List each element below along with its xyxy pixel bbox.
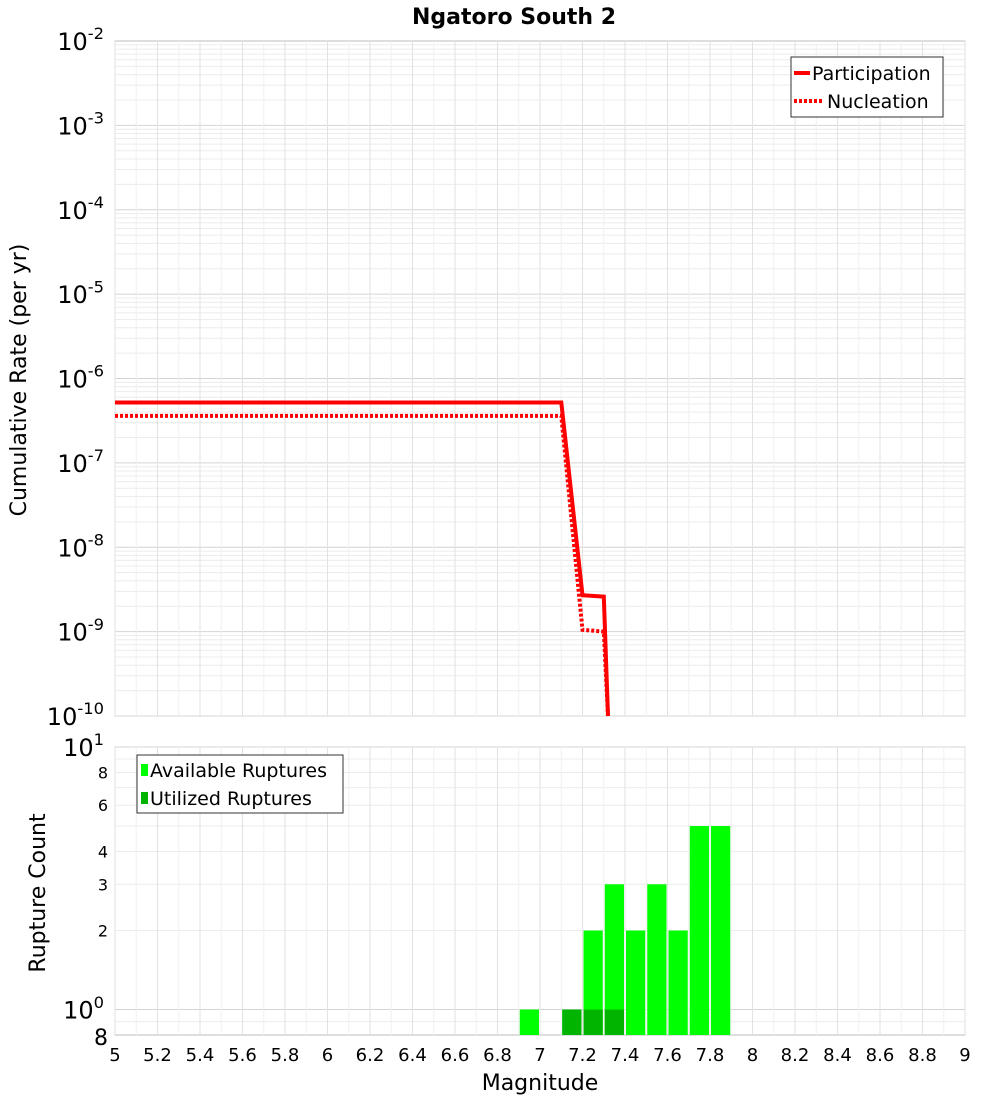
x-tick-label: 8.6 xyxy=(866,1045,895,1066)
rate-y-tick-label-base: 10 xyxy=(57,534,88,562)
rate-legend-box xyxy=(790,56,944,118)
x-ticks: 5 5.2 5.4 5.6 5.8 6 6.2 6.4 6.6 6.8 7 7.2 7.4 7.6 7.8 8… xyxy=(109,1045,970,1066)
count-y-tick-label-major-exp: 1 xyxy=(94,730,104,749)
x-tick-label: 6.8 xyxy=(483,1045,512,1066)
rate-y-tick-label: 10-3 xyxy=(57,109,104,141)
count-y-tick-label-minor: 3 xyxy=(98,875,108,894)
rate-y-tick-label-exp: -7 xyxy=(88,446,104,465)
rate-y-tick-label: 10-9 xyxy=(57,615,104,647)
count-y-tick-label-major: 101 xyxy=(63,730,104,762)
utilized-rupture-bar xyxy=(604,1009,624,1035)
count-grid xyxy=(114,746,966,1035)
count-y-axis-label: Rupture Count xyxy=(26,813,51,973)
x-tick-label: 5.4 xyxy=(186,1045,215,1066)
rate-y-tick-label: 10-4 xyxy=(57,193,104,225)
count-legend-box xyxy=(136,754,344,814)
count-y-tick-label-major-base: 10 xyxy=(63,734,94,762)
count-y-tick-label-bottom: 8 xyxy=(94,1026,108,1051)
count-y-tick-label-major: 100 xyxy=(63,993,104,1025)
count-y-tick-label-minor: 8 xyxy=(98,763,108,782)
x-tick-label: 5.6 xyxy=(228,1045,257,1066)
rate-y-tick-label: 10-10 xyxy=(47,699,104,731)
available-rupture-bar xyxy=(647,884,667,1035)
rate-grid xyxy=(114,41,966,717)
rate-series xyxy=(115,400,610,717)
available-rupture-bar xyxy=(604,884,624,1035)
count-y-tick-label-major-exp: 0 xyxy=(94,993,104,1012)
x-tick-label: 6 xyxy=(322,1045,333,1066)
available-rupture-bar xyxy=(626,930,646,1035)
rate-y-tick-label-exp: -8 xyxy=(88,530,104,549)
count-y-tick-label-minor: 6 xyxy=(98,796,108,815)
x-tick-label: 7 xyxy=(534,1045,545,1066)
available-rupture-bar xyxy=(668,930,688,1035)
rate-series-nucleation-line xyxy=(115,413,610,717)
rate-y-tick-label: 10-2 xyxy=(57,24,104,56)
x-tick-label: 7.4 xyxy=(611,1045,640,1066)
rate-y-tick-label-exp: -6 xyxy=(88,362,104,381)
rate-y-tick-label: 10-7 xyxy=(57,446,104,478)
legend-available-swatch xyxy=(141,764,148,776)
rate-y-tick-label-base: 10 xyxy=(57,197,88,225)
x-tick-label: 7.8 xyxy=(696,1045,725,1066)
legend-utilized-label: Utilized Ruptures xyxy=(150,788,312,810)
rate-y-tick-label-exp: -4 xyxy=(88,193,104,212)
rate-y-tick-label-exp: -9 xyxy=(88,615,104,634)
rate-y-tick-label: 10-5 xyxy=(57,277,104,309)
x-tick-label: 5.8 xyxy=(271,1045,300,1066)
available-rupture-bar xyxy=(689,826,709,1035)
x-tick-label: 8 xyxy=(747,1045,758,1066)
legend-available-label: Available Ruptures xyxy=(150,760,327,782)
rate-y-tick-label-base: 10 xyxy=(57,281,88,309)
rate-y-tick-label-exp: -5 xyxy=(88,277,104,296)
legend-utilized-swatch xyxy=(141,792,148,804)
count-legend: Available Ruptures Utilized Ruptures xyxy=(136,754,344,814)
legend-participation-label: Participation xyxy=(812,63,931,85)
available-rupture-bar xyxy=(711,826,731,1035)
rate-y-tick-label-base: 10 xyxy=(57,366,88,394)
chart-title: Ngatoro South 2 xyxy=(412,5,616,30)
available-rupture-bar xyxy=(519,1009,539,1035)
legend-nucleation-label: Nucleation xyxy=(827,91,929,113)
count-y-tick-label-minor: 2 xyxy=(98,922,108,941)
count-bars xyxy=(519,826,731,1035)
x-tick-label: 8.4 xyxy=(823,1045,852,1066)
rate-y-tick-label: 10-8 xyxy=(57,530,104,562)
rate-y-tick-label-exp: -10 xyxy=(77,699,104,718)
x-tick-label: 8.2 xyxy=(781,1045,810,1066)
rate-y-tick-label-base: 10 xyxy=(57,450,88,478)
x-tick-label: 7.2 xyxy=(568,1045,597,1066)
rate-y-axis-label: Cumulative Rate (per yr) xyxy=(7,244,32,517)
utilized-rupture-bar xyxy=(562,1009,582,1035)
rate-y-tick-label-base: 10 xyxy=(57,112,88,140)
rate-y-tick-label-exp: -2 xyxy=(88,24,104,43)
x-tick-label: 6.6 xyxy=(441,1045,470,1066)
rate-legend: Participation Nucleation xyxy=(790,56,944,118)
utilized-rupture-bar xyxy=(583,1009,603,1035)
x-tick-label: 6.2 xyxy=(356,1045,385,1066)
x-axis-label: Magnitude xyxy=(482,1071,599,1096)
rate-y-tick-label-base: 10 xyxy=(47,703,78,731)
count-y-tick-label-minor: 4 xyxy=(98,842,108,861)
x-tick-label: 7.6 xyxy=(653,1045,682,1066)
x-tick-label: 5 xyxy=(109,1045,120,1066)
rate-y-tick-label: 10-6 xyxy=(57,362,104,394)
rate-y-tick-label-exp: -3 xyxy=(88,109,104,128)
count-y-tick-label-major-base: 10 xyxy=(63,997,94,1025)
x-tick-label: 8.8 xyxy=(908,1045,937,1066)
rate-y-tick-label-base: 10 xyxy=(57,619,88,647)
x-tick-label: 5.2 xyxy=(143,1045,172,1066)
rate-y-tick-label-base: 10 xyxy=(57,28,88,56)
x-tick-label: 6.4 xyxy=(398,1045,427,1066)
x-tick-label: 9 xyxy=(959,1045,970,1066)
available-rupture-bar xyxy=(583,930,603,1035)
